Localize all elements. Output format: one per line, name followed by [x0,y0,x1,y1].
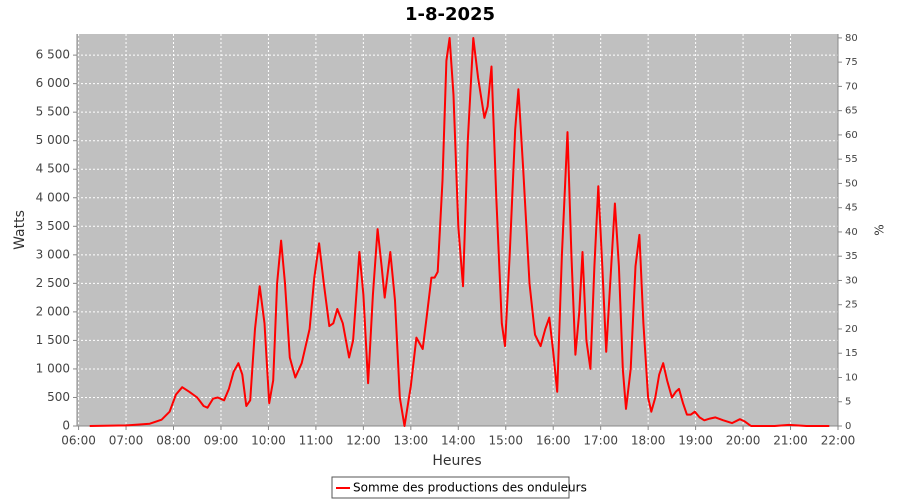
y2-tick-label: 15 [845,348,858,359]
y2-axis-label: % [873,224,887,235]
legend-box [331,476,570,499]
x-tick-label: 13:00 [394,434,429,448]
y2-tick-label: 65 [845,106,858,117]
y-tick-label: 4 500 [36,162,70,176]
y-tick-label: 3 500 [36,219,70,233]
y2-tick-label: 5 [845,397,851,408]
x-tick-label: 22:00 [821,434,856,448]
y-tick-label: 5 000 [36,133,70,147]
y2-tick-label: 70 [845,81,858,92]
y-tick-label: 2 500 [36,276,70,290]
y2-tick-label: 40 [845,227,858,238]
x-tick-label: 20:00 [726,434,761,448]
y2-tick-label: 25 [845,300,858,311]
x-tick-label: 17:00 [583,434,618,448]
y-tick-label: 500 [47,390,70,404]
legend-label: Somme des productions des onduleurs [353,481,587,495]
y-tick-label: 3 000 [36,247,70,261]
x-tick-label: 12:00 [346,434,381,448]
x-tick-label: 10:00 [251,434,286,448]
y2-tick-label: 35 [845,251,858,262]
x-tick-label: 09:00 [204,434,239,448]
y2-tick-label: 0 [845,421,851,432]
x-axis-label: Heures [432,453,481,469]
y-tick-label: 0 [62,419,70,433]
x-tick-label: 06:00 [61,434,96,448]
x-tick-label: 15:00 [488,434,523,448]
y2-tick-label: 10 [845,372,858,383]
y2-tick-label: 60 [845,130,858,141]
x-tick-label: 21:00 [773,434,808,448]
y2-tick-label: 75 [845,57,858,68]
y-tick-label: 6 500 [36,48,70,62]
x-tick-label: 19:00 [678,434,713,448]
y-tick-label: 1 500 [36,333,70,347]
y-tick-label: 6 000 [36,76,70,90]
y-tick-label: 1 000 [36,361,70,375]
y-tick-label: 4 000 [36,190,70,204]
y2-tick-label: 50 [845,178,858,189]
x-tick-label: 14:00 [441,434,476,448]
x-tick-label: 16:00 [536,434,571,448]
y-tick-label: 2 000 [36,304,70,318]
y-tick-label: 5 500 [36,105,70,119]
y2-tick-label: 80 [845,33,858,44]
x-tick-label: 18:00 [631,434,666,448]
x-tick-label: 08:00 [156,434,191,448]
x-tick-label: 07:00 [109,434,144,448]
plot-area [77,34,838,426]
y-axis-label: Watts [12,210,28,250]
y2-tick-label: 30 [845,275,858,286]
y2-tick-label: 20 [845,324,858,335]
y2-tick-label: 55 [845,154,858,165]
y2-tick-label: 45 [845,203,858,214]
x-tick-label: 11:00 [299,434,334,448]
series-line [89,37,830,427]
chart-title: 1-8-2025 [405,4,495,25]
